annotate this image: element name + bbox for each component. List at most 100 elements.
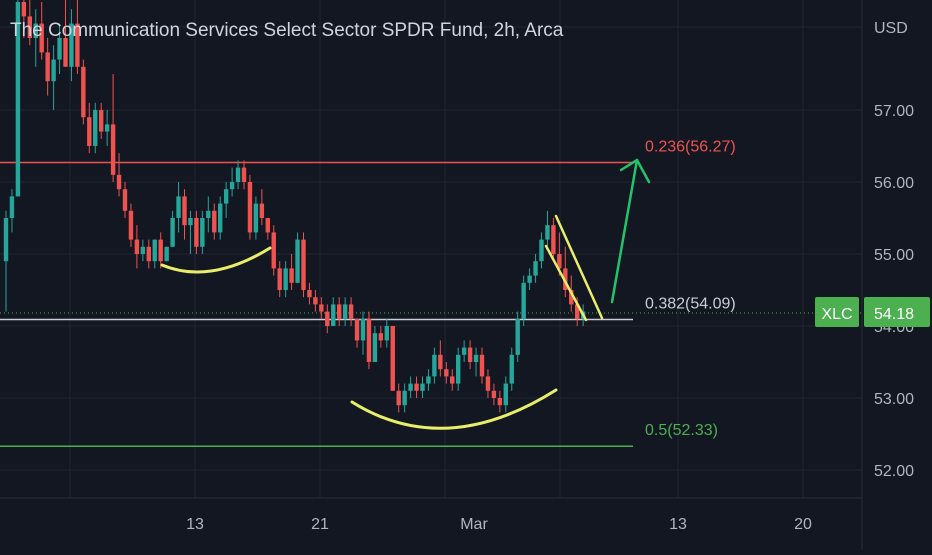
candle-body <box>87 117 92 146</box>
candle-body <box>444 369 449 377</box>
candle-body <box>366 318 372 362</box>
pattern-arc <box>160 246 272 274</box>
target-arrow-shaft <box>610 158 639 304</box>
candle-body <box>331 304 336 326</box>
candle-body <box>527 275 532 283</box>
candle-body <box>360 318 366 341</box>
candle-body <box>461 347 467 355</box>
price-axis-background <box>863 0 932 550</box>
y-tick-label: 56.00 <box>874 175 914 192</box>
candle-body <box>134 239 140 254</box>
candle-body <box>253 203 259 233</box>
candle-body <box>194 218 199 247</box>
last-price-label: 54.18 <box>874 306 914 323</box>
candle-body <box>21 2 27 17</box>
symbol-badge-label: XLC <box>821 306 852 323</box>
candle-body <box>420 383 425 391</box>
candle-body <box>551 225 556 254</box>
symbol-badge <box>815 297 859 328</box>
candle-body <box>402 390 407 406</box>
last-price-badge <box>864 297 930 328</box>
candle-body <box>533 261 538 276</box>
candle-body <box>128 210 134 240</box>
trend-line <box>554 214 604 320</box>
pattern-arc <box>350 388 558 430</box>
candle-body <box>390 326 395 391</box>
candle-body <box>69 23 74 67</box>
candle-body <box>408 383 413 391</box>
y-tick-label: 52.00 <box>874 463 914 480</box>
candle-body <box>295 239 300 283</box>
candle-body <box>3 218 9 262</box>
candle-body <box>438 354 443 370</box>
candle-body <box>152 239 157 262</box>
candle-body <box>229 182 235 190</box>
trend-line <box>544 244 588 322</box>
candle-body <box>146 246 151 262</box>
candle-body <box>539 239 544 262</box>
candle-body <box>503 383 508 406</box>
candle-body <box>509 354 514 384</box>
candle-body <box>140 246 146 254</box>
candle-body <box>354 318 360 341</box>
candle-body <box>337 304 342 319</box>
candle-body <box>378 333 384 341</box>
candle-body <box>372 333 378 362</box>
candle-body <box>116 174 122 190</box>
candle-body <box>289 268 294 283</box>
candle-body <box>283 268 288 290</box>
x-tick-label: Mar <box>460 516 488 533</box>
fib-level-label: 0.382(54.09) <box>645 296 736 313</box>
candle-body <box>432 354 437 377</box>
candle-body <box>342 304 348 319</box>
candle-body <box>9 196 15 218</box>
candle-body <box>200 218 205 247</box>
candle-body <box>545 225 550 240</box>
candle-body <box>271 232 276 269</box>
candle-body <box>104 124 110 132</box>
candle-body <box>212 210 217 233</box>
candle-body <box>93 110 98 146</box>
candle-body <box>158 239 163 262</box>
candle-body <box>164 246 169 262</box>
candle-body <box>206 210 211 218</box>
candle-body <box>33 23 38 38</box>
fib-level-label: 0.5(52.33) <box>645 422 718 439</box>
candle-body <box>39 23 44 53</box>
candle-body <box>384 326 389 341</box>
candle-body <box>491 390 497 398</box>
target-arrow-head <box>619 158 651 184</box>
currency-label: USD <box>874 20 908 37</box>
candle-body <box>515 318 520 355</box>
candle-body <box>45 52 50 82</box>
candle-body <box>235 167 241 182</box>
candle-body <box>27 16 32 38</box>
candle-body <box>51 59 56 82</box>
candle-body <box>348 304 354 319</box>
x-tick-label: 21 <box>311 516 329 533</box>
candle-body <box>497 398 503 406</box>
candle-body <box>188 218 193 226</box>
candle-body <box>81 66 86 118</box>
candle-body <box>575 304 580 319</box>
candle-body <box>301 239 306 290</box>
candle-body <box>426 376 431 384</box>
x-tick-label: 13 <box>669 516 687 533</box>
x-tick-label: 20 <box>794 516 812 533</box>
candle-body <box>122 189 128 211</box>
candle-body <box>176 196 181 218</box>
candle-body <box>307 290 312 298</box>
candle-body <box>57 38 62 60</box>
fib-level-label: 0.236(56.27) <box>645 139 736 156</box>
candle-body <box>110 124 116 175</box>
x-tick-label: 13 <box>186 516 204 533</box>
candle-body <box>456 354 461 384</box>
candle-body <box>15 2 21 197</box>
y-tick-label: 53.00 <box>874 391 914 408</box>
candle-body <box>170 218 175 247</box>
candle-body <box>485 376 491 391</box>
y-tick-label: 55.00 <box>874 247 914 264</box>
candle-body <box>63 38 68 67</box>
